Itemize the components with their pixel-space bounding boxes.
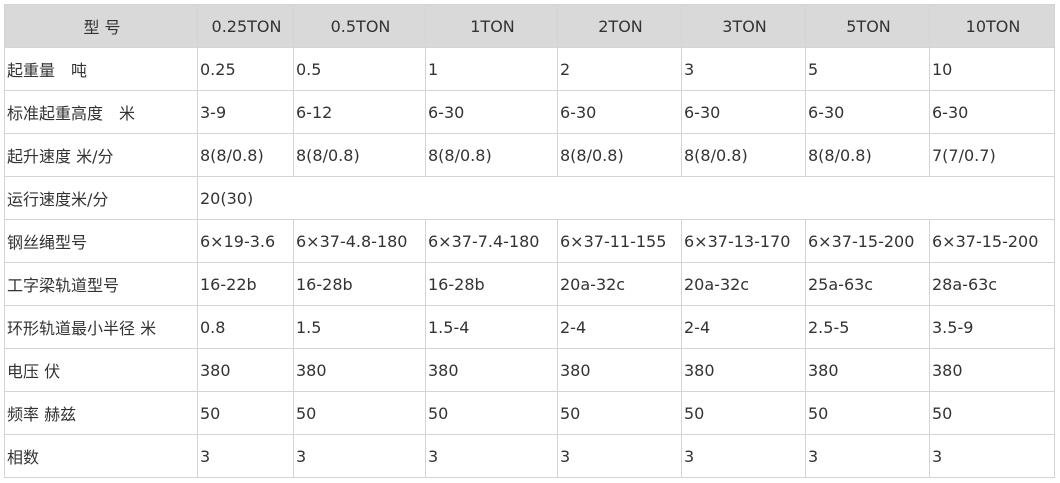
table-cell: 1 [425, 47, 558, 91]
spec-table: 型 号 0.25TON 0.5TON 1TON 2TON 3TON 5TON 10TON 起重… [4, 4, 1055, 478]
row-label: 钢丝绳型号 [4, 219, 198, 263]
row-label: 环形轨道最小半径 米 [4, 305, 198, 349]
table-cell: 8(8/0.8) [557, 133, 682, 177]
table-row: 标准起重高度 米 3-9 6-12 6-30 6-30 6-30 6-30 6-30 [4, 90, 1055, 134]
table-cell: 3 [681, 47, 806, 91]
table-cell: 2-4 [681, 305, 806, 349]
table-cell: 6×37-15-200 [929, 219, 1055, 263]
table-cell: 3 [929, 434, 1055, 478]
table-cell: 0.5 [293, 47, 426, 91]
table-cell: 0.25 [197, 47, 294, 91]
table-cell: 50 [557, 391, 682, 435]
row-label: 电压 伏 [4, 348, 198, 392]
table-cell: 3-9 [197, 90, 294, 134]
header-cell: 3TON [681, 4, 806, 48]
header-cell: 0.5TON [293, 4, 426, 48]
table-cell: 8(8/0.8) [293, 133, 426, 177]
header-cell: 型 号 [4, 4, 198, 48]
header-cell: 0.25TON [197, 4, 294, 48]
row-label: 起重量 吨 [4, 47, 198, 91]
row-label: 工字梁轨道型号 [4, 262, 198, 306]
table-cell: 50 [929, 391, 1055, 435]
table-cell: 50 [805, 391, 930, 435]
table-row: 工字梁轨道型号 16-22b 16-28b 16-28b 20a-32c 20a-32c 2… [4, 262, 1055, 306]
table-cell: 20(30) [197, 176, 1055, 220]
table-cell: 1.5-4 [425, 305, 558, 349]
table-row: 起重量 吨 0.25 0.5 1 2 3 5 10 [4, 47, 1055, 91]
table-cell: 8(8/0.8) [681, 133, 806, 177]
table-cell: 6×37-15-200 [805, 219, 930, 263]
table-cell: 6×37-13-170 [681, 219, 806, 263]
row-label: 起升速度 米/分 [4, 133, 198, 177]
table-cell: 380 [425, 348, 558, 392]
table-cell: 16-28b [293, 262, 426, 306]
table-cell: 1.5 [293, 305, 426, 349]
table-row: 起升速度 米/分 8(8/0.8) 8(8/0.8) 8(8/0.8) 8(8/0.8)… [4, 133, 1055, 177]
table-cell: 3 [197, 434, 294, 478]
table-header: 型 号 0.25TON 0.5TON 1TON 2TON 3TON 5TON 10TON [4, 4, 1055, 48]
table-cell: 6×19-3.6 [197, 219, 294, 263]
table-cell: 2-4 [557, 305, 682, 349]
table-cell: 8(8/0.8) [425, 133, 558, 177]
row-label: 相数 [4, 434, 198, 478]
table-cell: 16-28b [425, 262, 558, 306]
row-label: 标准起重高度 米 [4, 90, 198, 134]
table-cell: 6-30 [929, 90, 1055, 134]
table-cell: 50 [681, 391, 806, 435]
table-row: 钢丝绳型号 6×19-3.6 6×37-4.8-180 6×37-7.4-180 6×3… [4, 219, 1055, 263]
table-row: 运行速度米/分 20(30) [4, 176, 1055, 220]
header-cell: 10TON [929, 4, 1055, 48]
table-cell: 6-30 [425, 90, 558, 134]
table-cell: 3 [293, 434, 426, 478]
table-cell: 3 [681, 434, 806, 478]
row-label: 运行速度米/分 [4, 176, 198, 220]
table-cell: 10 [929, 47, 1055, 91]
table-cell: 6×37-11-155 [557, 219, 682, 263]
table-cell: 28a-63c [929, 262, 1055, 306]
table-cell: 380 [681, 348, 806, 392]
table-cell: 380 [805, 348, 930, 392]
table-cell: 6-12 [293, 90, 426, 134]
table-cell: 380 [293, 348, 426, 392]
table-cell: 380 [197, 348, 294, 392]
table-cell: 6×37-7.4-180 [425, 219, 558, 263]
header-cell: 5TON [805, 4, 930, 48]
table-cell: 50 [425, 391, 558, 435]
table-cell: 7(7/0.7) [929, 133, 1055, 177]
header-row: 型 号 0.25TON 0.5TON 1TON 2TON 3TON 5TON 10TON [4, 4, 1055, 48]
table-row: 电压 伏 380 380 380 380 380 380 380 [4, 348, 1055, 392]
table-cell: 3 [805, 434, 930, 478]
table-row: 环形轨道最小半径 米 0.8 1.5 1.5-4 2-4 2-4 2.5-5 3.5-9 [4, 305, 1055, 349]
row-label: 频率 赫兹 [4, 391, 198, 435]
table-cell: 2 [557, 47, 682, 91]
table-cell: 3.5-9 [929, 305, 1055, 349]
table-cell: 380 [929, 348, 1055, 392]
table-cell: 6×37-4.8-180 [293, 219, 426, 263]
table-cell: 6-30 [557, 90, 682, 134]
table-body: 起重量 吨 0.25 0.5 1 2 3 5 10 标准起重高度 米 3-9 6-12 6-30 6-3… [4, 47, 1055, 478]
table-row: 相数 3 3 3 3 3 3 3 [4, 434, 1055, 478]
table-cell: 50 [197, 391, 294, 435]
table-cell: 3 [425, 434, 558, 478]
table-row: 频率 赫兹 50 50 50 50 50 50 50 [4, 391, 1055, 435]
table-cell: 20a-32c [557, 262, 682, 306]
table-cell: 6-30 [805, 90, 930, 134]
table-cell: 20a-32c [681, 262, 806, 306]
table-cell: 8(8/0.8) [197, 133, 294, 177]
table-cell: 3 [557, 434, 682, 478]
header-cell: 2TON [557, 4, 682, 48]
table-cell: 2.5-5 [805, 305, 930, 349]
table-cell: 0.8 [197, 305, 294, 349]
header-cell: 1TON [425, 4, 558, 48]
table-cell: 380 [557, 348, 682, 392]
table-cell: 5 [805, 47, 930, 91]
table-cell: 50 [293, 391, 426, 435]
table-cell: 16-22b [197, 262, 294, 306]
table-cell: 25a-63c [805, 262, 930, 306]
table-cell: 6-30 [681, 90, 806, 134]
table-cell: 8(8/0.8) [805, 133, 930, 177]
